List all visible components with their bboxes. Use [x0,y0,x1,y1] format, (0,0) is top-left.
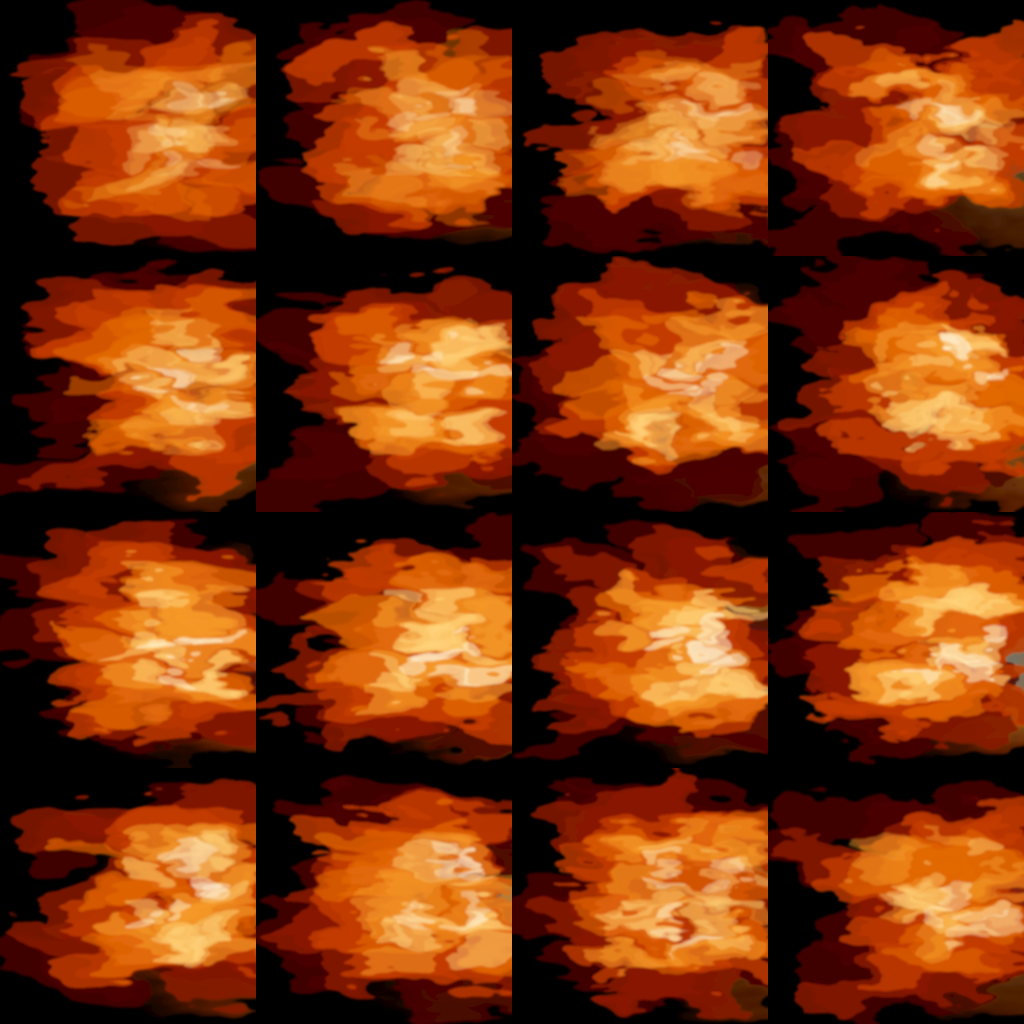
flame-frame-5 [0,256,256,512]
flame-frame-3 [512,0,768,256]
flame-frame-14 [256,768,512,1024]
flame-frame-8 [768,256,1024,512]
flame-frame-16 [768,768,1024,1024]
flame-frame-7 [512,256,768,512]
flame-frame-9 [0,512,256,768]
flame-frame-13 [0,768,256,1024]
flame-frame-10 [256,512,512,768]
flame-frame-4 [768,0,1024,256]
flame-frame-11 [512,512,768,768]
flame-frame-6 [256,256,512,512]
flame-frame-1 [0,0,256,256]
flame-frame-2 [256,0,512,256]
flame-frame-12 [768,512,1024,768]
flame-frame-15 [512,768,768,1024]
